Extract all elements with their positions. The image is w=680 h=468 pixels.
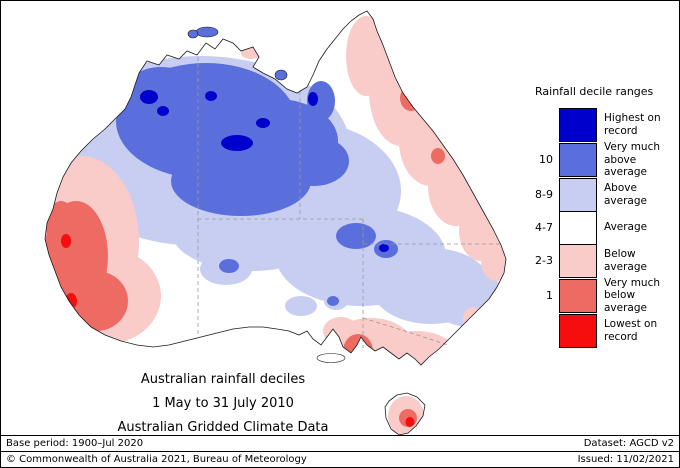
legend-color-swatch	[559, 108, 597, 142]
legend-entry-below: 2-3 Below average	[535, 243, 679, 278]
footer: Base period: 1900–Jul 2020 Dataset: AGCD…	[1, 435, 679, 467]
legend-entry-label: Below average	[604, 248, 647, 273]
groote-eylandt	[274, 69, 288, 81]
legend-range-label: 2-3	[535, 254, 553, 268]
legend-color-swatch	[559, 278, 597, 313]
tasmania-coastline	[384, 392, 426, 436]
legend-color-swatch	[559, 142, 597, 177]
map-title-line3: Australian Gridded Climate Data	[117, 420, 329, 435]
mainland-coastline	[44, 10, 507, 366]
legend-color-swatch	[559, 210, 597, 245]
copyright-text: © Commonwealth of Australia 2021, Bureau…	[6, 454, 307, 465]
legend-entry-label: Lowest on record	[604, 317, 658, 343]
state-borders	[197, 57, 502, 348]
bathurst-island	[187, 29, 199, 39]
legend-entry-above: 8-9 Above average	[535, 177, 679, 212]
legend-entry-label: Above average	[604, 182, 647, 207]
legend-range-label: 1	[546, 289, 553, 303]
legend-color-swatch	[559, 243, 597, 278]
legend-range-label: 4-7	[535, 221, 553, 235]
issued-text: Issued: 11/02/2021	[577, 454, 674, 465]
legend-entry-very-much-above: 10 Very much above average	[535, 141, 679, 179]
footer-row-metadata: Base period: 1900–Jul 2020 Dataset: AGCD…	[1, 435, 679, 451]
dataset-text: Dataset: AGCD v2	[583, 438, 674, 449]
legend-entry-highest: Highest on record	[535, 108, 679, 142]
legend-entry-label: Very much above average	[604, 141, 661, 179]
legend-range-label: 8-9	[535, 188, 553, 202]
legend: Rainfall decile ranges Highest on record…	[535, 85, 679, 348]
legend-color-swatch	[559, 177, 597, 212]
map-title-line1: Australian rainfall deciles	[140, 372, 306, 387]
legend-color-swatch	[559, 313, 597, 348]
legend-title: Rainfall decile ranges	[535, 85, 654, 98]
melville-island	[195, 26, 219, 38]
footer-row-copyright: © Commonwealth of Australia 2021, Bureau…	[1, 451, 679, 467]
kangaroo-island	[316, 353, 346, 363]
islands	[187, 26, 346, 363]
tas-region-lowest-on-record	[405, 417, 415, 427]
region-highest-on-record	[140, 90, 389, 252]
legend-entry-average: 4-7 Average	[535, 210, 679, 245]
legend-range-label: 10	[539, 153, 553, 167]
legend-entry-label: Average	[604, 221, 648, 234]
legend-entry-lowest: Lowest on record	[535, 313, 679, 348]
region-very-much-above-average	[116, 63, 398, 306]
legend-entry-label: Highest on record	[604, 112, 661, 137]
map-title-line2: 1 May to 31 July 2010	[152, 396, 294, 411]
base-period-text: Base period: 1900–Jul 2020	[6, 438, 144, 449]
map-caption: Australian rainfall deciles 1 May to 31 …	[63, 372, 383, 444]
legend-entry-label: Very much below average	[604, 276, 661, 314]
legend-entry-very-much-below: 1 Very much below average	[535, 276, 679, 315]
